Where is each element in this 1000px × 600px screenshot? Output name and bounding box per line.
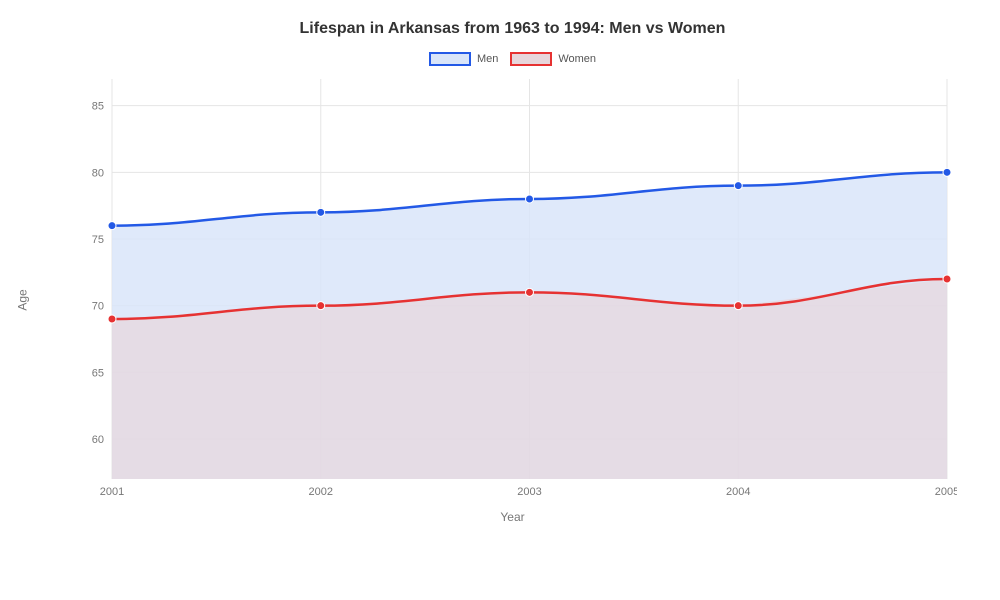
plot-area: 60 65 70 75 80 85 2001 2002 2003 2004 2005 [77,74,965,504]
svg-text:60: 60 [92,434,104,446]
svg-text:80: 80 [92,167,104,179]
legend: Men Women [55,52,970,66]
chart-container: Lifespan in Arkansas from 1963 to 1994: … [0,0,1000,600]
y-axis-title: Age [16,289,30,310]
legend-swatch-men [429,52,471,66]
svg-text:75: 75 [92,234,104,246]
svg-text:70: 70 [92,301,104,313]
svg-text:85: 85 [92,101,104,113]
svg-text:2003: 2003 [517,486,541,498]
x-axis-title: Year [55,510,970,524]
legend-label-women: Women [558,53,596,65]
svg-text:2004: 2004 [726,486,750,498]
legend-item-men: Men [429,52,498,66]
svg-text:65: 65 [92,367,104,379]
svg-text:2002: 2002 [309,486,333,498]
chart-title: Lifespan in Arkansas from 1963 to 1994: … [55,20,970,38]
chart-svg: 60 65 70 75 80 85 2001 2002 2003 2004 2005 [77,74,957,504]
legend-swatch-women [510,52,552,66]
legend-label-men: Men [477,53,498,65]
legend-item-women: Women [510,52,596,66]
svg-text:2005: 2005 [935,486,957,498]
svg-text:2001: 2001 [100,486,124,498]
